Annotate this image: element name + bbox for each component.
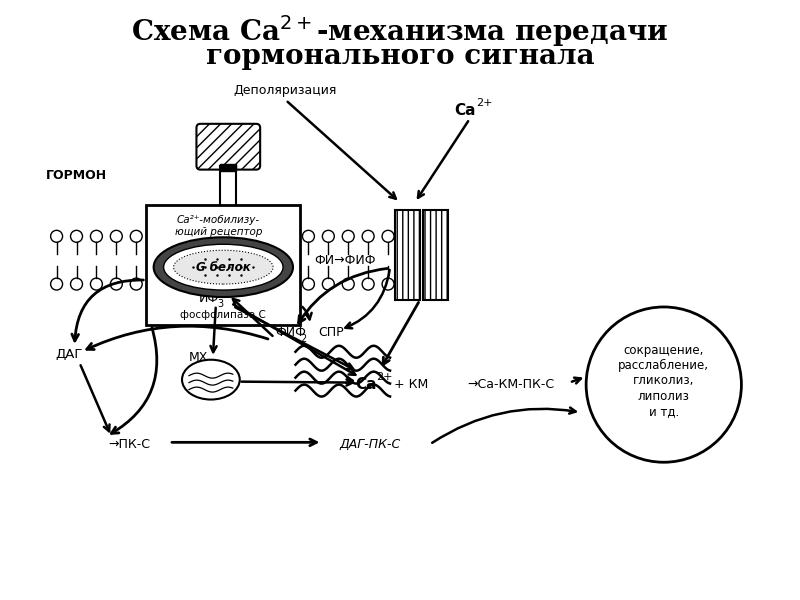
Text: ФИ→ФИФ: ФИ→ФИФ	[314, 254, 376, 266]
Ellipse shape	[154, 237, 293, 297]
FancyBboxPatch shape	[197, 124, 260, 170]
Text: Деполяризация: Деполяризация	[234, 85, 338, 97]
Text: гликолиз,: гликолиз,	[633, 374, 694, 387]
Text: 3: 3	[217, 299, 223, 309]
Text: 2+: 2+	[476, 98, 492, 108]
Text: + КМ: + КМ	[390, 378, 428, 391]
Bar	[146, 205, 301, 325]
Text: ФИФ: ФИФ	[275, 326, 306, 340]
Text: Ca: Ca	[355, 377, 377, 392]
Text: фосфолипаза С: фосфолипаза С	[180, 310, 266, 320]
Text: 2: 2	[301, 334, 306, 344]
Text: G белок: G белок	[196, 260, 250, 274]
Text: 2+: 2+	[376, 371, 393, 382]
Ellipse shape	[163, 244, 283, 290]
Text: СПР: СПР	[318, 326, 344, 340]
Ellipse shape	[174, 250, 273, 284]
Text: МХ: МХ	[190, 351, 209, 364]
Ellipse shape	[182, 360, 240, 400]
Polygon shape	[220, 164, 236, 170]
Text: ГОРМОН: ГОРМОН	[46, 169, 107, 182]
Text: Ca²⁺-мобилизу-: Ca²⁺-мобилизу-	[177, 215, 260, 226]
Bar	[423, 211, 448, 300]
Text: расслабление,: расслабление,	[618, 359, 710, 372]
Text: →ПК-С: →ПК-С	[108, 438, 150, 451]
Bar	[395, 211, 420, 300]
Text: липолиз: липолиз	[638, 390, 690, 403]
Circle shape	[586, 307, 742, 462]
Text: ющий рецептор: ющий рецептор	[174, 227, 262, 238]
Text: гормонального сигнала: гормонального сигнала	[206, 43, 594, 70]
Text: ДАГ: ДАГ	[56, 348, 83, 361]
Text: →Са-КМ-ПК-С: →Са-КМ-ПК-С	[468, 378, 555, 391]
Text: ДАГ-ПК-С: ДАГ-ПК-С	[339, 438, 401, 451]
Text: и тд.: и тд.	[649, 405, 679, 418]
Text: Схема Ca$^{2+}$-механизма передачи: Схема Ca$^{2+}$-механизма передачи	[131, 13, 669, 49]
Text: Ca: Ca	[454, 103, 476, 118]
Text: сокращение,: сокращение,	[623, 344, 704, 357]
Text: ИФ: ИФ	[199, 292, 219, 305]
